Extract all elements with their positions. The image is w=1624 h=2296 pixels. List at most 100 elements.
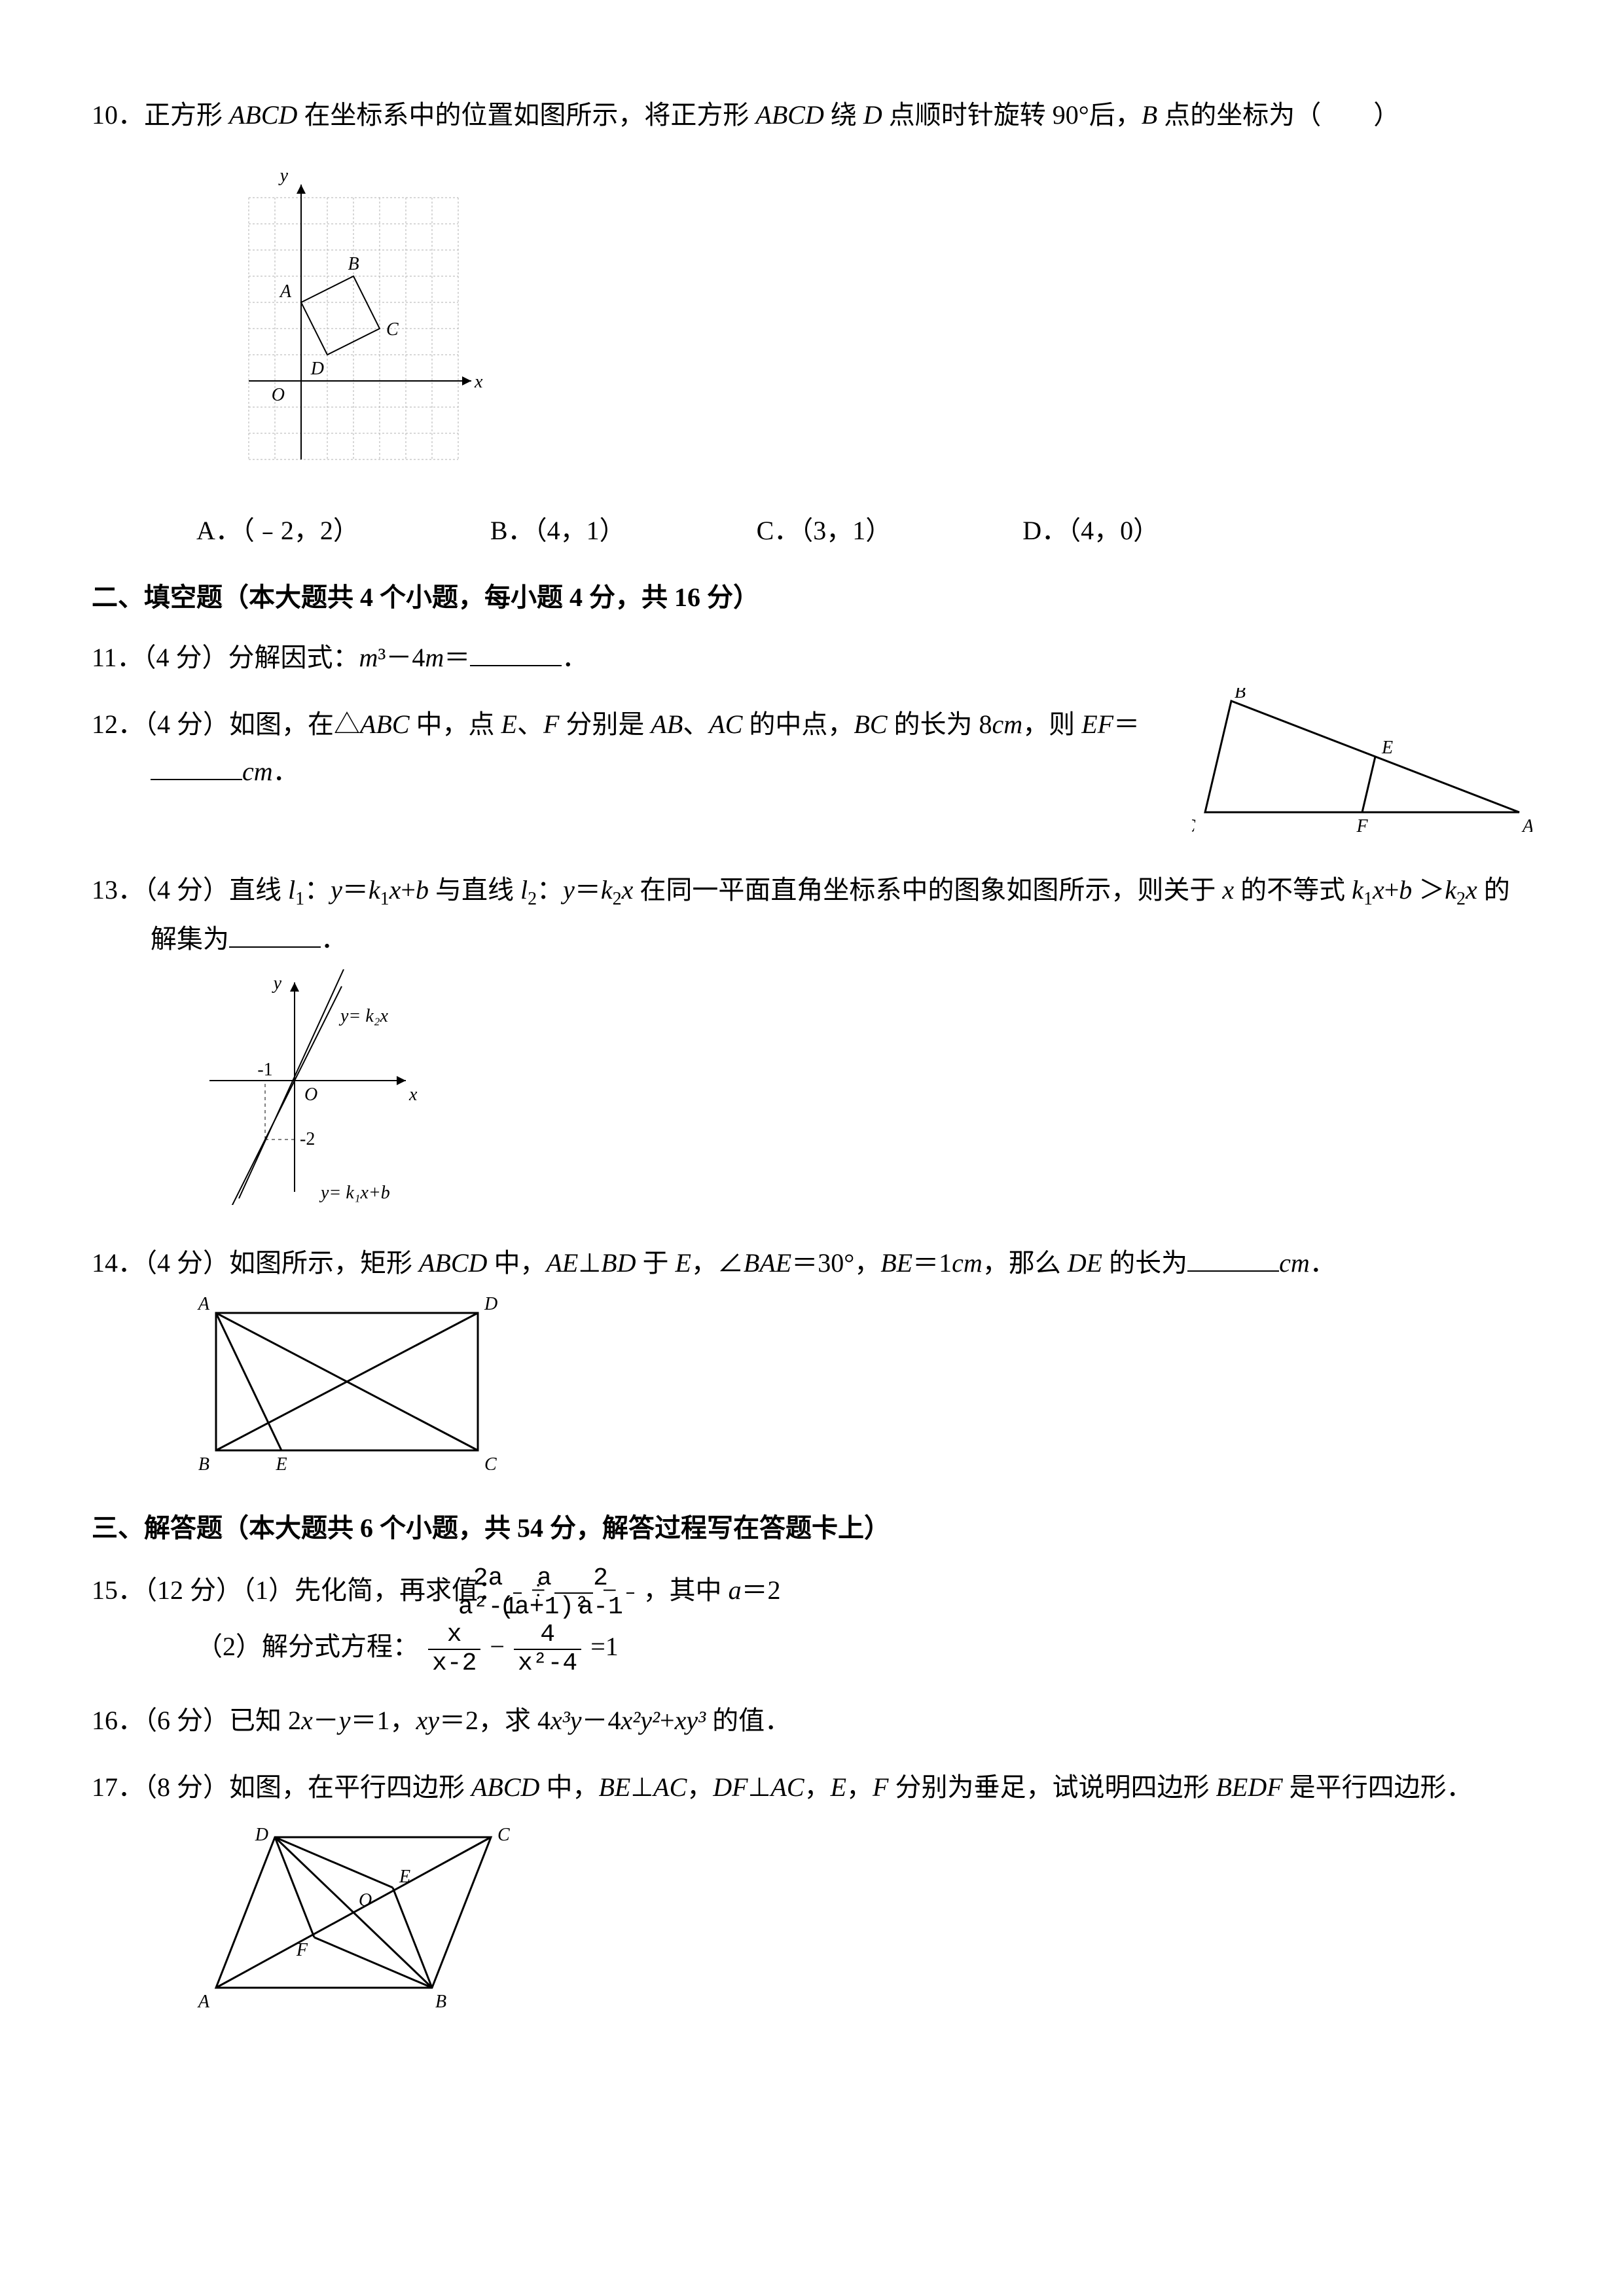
svg-text:A: A xyxy=(197,1294,210,1314)
q10-option-c: C．（3，1） xyxy=(757,507,892,554)
svg-text:E: E xyxy=(1381,738,1393,758)
question-10: 10．正方形 ABCD 在坐标系中的位置如图所示，将正方形 ABCD 绕 D 点… xyxy=(92,92,1532,554)
q10-t2: 在坐标系中的位置如图所示，将正方形 xyxy=(297,100,755,130)
q13-t2: 与直线 xyxy=(429,875,520,905)
q17-AC1: AC xyxy=(653,1772,687,1802)
q14-AE: AE xyxy=(546,1248,578,1278)
q15-p2: （2）解分式方程： xyxy=(196,1632,419,1661)
q12-BC: BC xyxy=(854,709,887,739)
q10-t1: 正方形 xyxy=(144,100,229,130)
q17-t1: 如图，在平行四边形 xyxy=(229,1772,471,1802)
section-2-title: 二、填空题（本大题共 4 个小题，每小题 4 分，共 16 分） xyxy=(92,574,1532,621)
q13-k2: k xyxy=(601,875,613,905)
q11-t1: 分解因式： xyxy=(228,643,359,672)
q14-t6: ＝1 xyxy=(912,1248,952,1278)
q13-c2: ： xyxy=(537,875,563,905)
q12-AB: AB xyxy=(651,709,683,739)
q13-k3: k xyxy=(1352,875,1363,905)
q10-abcd2: ABCD xyxy=(755,100,823,130)
q16-x2y2: x²y² xyxy=(621,1706,660,1735)
q14-pts: （4 分） xyxy=(144,1248,229,1278)
q17-t6: 是平行四边形． xyxy=(1283,1772,1473,1802)
q16-minus: － xyxy=(313,1706,339,1735)
q14-figure: ADBCE xyxy=(196,1293,1532,1485)
svg-text:O: O xyxy=(272,385,285,405)
q15-fracB: 4x²-4 xyxy=(514,1621,581,1677)
q10-t3: 绕 xyxy=(824,100,863,130)
q13-number: 13． xyxy=(92,875,144,905)
q17-number: 17． xyxy=(92,1772,144,1802)
q13-pb2: + xyxy=(1384,875,1399,905)
q11-expr: ³－4 xyxy=(378,643,425,672)
q13-s2: 2 xyxy=(528,889,537,909)
q14-svg: ADBCE xyxy=(196,1293,497,1470)
q11-pts: （4 分） xyxy=(143,643,228,672)
q17-BEDF: BEDF xyxy=(1216,1772,1282,1802)
q12-t6: 的中点， xyxy=(742,709,854,739)
svg-text:x: x xyxy=(408,1085,418,1105)
q13-end: ． xyxy=(321,924,347,954)
q14-t7: ，那么 xyxy=(983,1248,1068,1278)
q13-eq1: ＝ xyxy=(342,875,369,905)
svg-text:D: D xyxy=(255,1825,268,1845)
q14-stem: 14．（4 分）如图所示，矩形 ABCD 中，AE⊥BD 于 E，∠BAE＝30… xyxy=(92,1240,1532,1287)
q14-DE: DE xyxy=(1068,1248,1102,1278)
q14-t1: 如图所示，矩形 xyxy=(229,1248,419,1278)
q12-blank xyxy=(151,750,242,780)
svg-text:-1: -1 xyxy=(257,1060,272,1080)
q12-t2: 中，点 xyxy=(410,709,501,739)
question-17: 17．（8 分）如图，在平行四边形 ABCD 中，BE⊥AC，DF⊥AC，E，F… xyxy=(92,1764,1532,2022)
q10-options: A．（﹣2，2） B．（4，1） C．（3，1） D．（4，0） xyxy=(92,507,1532,554)
q14-perp: ⊥ xyxy=(578,1248,601,1278)
question-13: 13．（4 分）直线 l1：y＝k1x+b 与直线 l2：y＝k2x 在同一平面… xyxy=(92,867,1532,1220)
q12-ABC: ABC xyxy=(360,709,410,739)
q14-cm2: cm xyxy=(1279,1248,1310,1278)
q16-t1: 已知 2 xyxy=(229,1706,301,1735)
q17-ABCD: ABCD xyxy=(471,1772,539,1802)
question-15: 15．（12 分）（1）先化简，再求值： 2aa²-1 ÷ a(a+1)² − … xyxy=(92,1565,1532,1677)
q13-figure: Oxy-1-2y= k₂xy= k₁x+b xyxy=(196,969,1532,1220)
q13-c1: ： xyxy=(304,875,331,905)
q12-t1: 如图，在△ xyxy=(229,709,360,739)
q14-ABCD: ABCD xyxy=(419,1248,487,1278)
q16-x3y: x³y xyxy=(550,1706,582,1735)
q13-l1: l xyxy=(288,875,295,905)
q13-x2: x xyxy=(622,875,634,905)
q17-comma: ， xyxy=(687,1772,713,1802)
q12-t8: ，则 xyxy=(1022,709,1081,739)
exam-page: 10．正方形 ABCD 在坐标系中的位置如图所示，将正方形 ABCD 绕 D 点… xyxy=(0,0,1624,2296)
q17-F: F xyxy=(873,1772,888,1802)
q11-number: 11． xyxy=(92,643,143,672)
q15-minus2: − xyxy=(490,1632,505,1661)
q10-svg: OxyABCD xyxy=(196,145,511,486)
q13-pb: + xyxy=(401,875,416,905)
q12-end: ． xyxy=(273,757,299,786)
q10-optB-val: （4，1） xyxy=(534,516,626,545)
q17-stem: 17．（8 分）如图，在平行四边形 ABCD 中，BE⊥AC，DF⊥AC，E，F… xyxy=(92,1764,1532,1811)
svg-text:y: y xyxy=(278,166,289,186)
q13-x1: x xyxy=(389,875,401,905)
q12-pts: （4 分） xyxy=(144,709,229,739)
q14-E: E xyxy=(675,1248,691,1278)
q17-DF: DF xyxy=(713,1772,748,1802)
q13-t4: 的不等式 xyxy=(1234,875,1352,905)
q13-t1: 直线 xyxy=(229,875,288,905)
svg-text:x: x xyxy=(474,372,483,392)
q14-cm: cm xyxy=(952,1248,983,1278)
svg-text:B: B xyxy=(435,1992,446,2007)
question-14: 14．（4 分）如图所示，矩形 ABCD 中，AE⊥BD 于 E，∠BAE＝30… xyxy=(92,1240,1532,1485)
q16-number: 16． xyxy=(92,1706,144,1735)
q17-t4: ， xyxy=(846,1772,873,1802)
q17-p1: ⊥ xyxy=(630,1772,653,1802)
svg-text:C: C xyxy=(386,319,399,340)
q16-xy: xy xyxy=(416,1706,440,1735)
q17-t3: ， xyxy=(804,1772,831,1802)
q15-eq: ＝2 xyxy=(742,1575,781,1605)
q15-eq2: =1 xyxy=(590,1632,619,1661)
question-12: BCAEF 12．（4 分）如图，在△ABC 中，点 E、F 分别是 AB、AC… xyxy=(92,701,1532,847)
q15-f3n: 2 xyxy=(626,1565,634,1594)
q14-t2: 中， xyxy=(487,1248,546,1278)
q13-ks3: 1 xyxy=(1363,889,1373,909)
svg-text:A: A xyxy=(1521,816,1532,832)
q17-E: E xyxy=(831,1772,846,1802)
